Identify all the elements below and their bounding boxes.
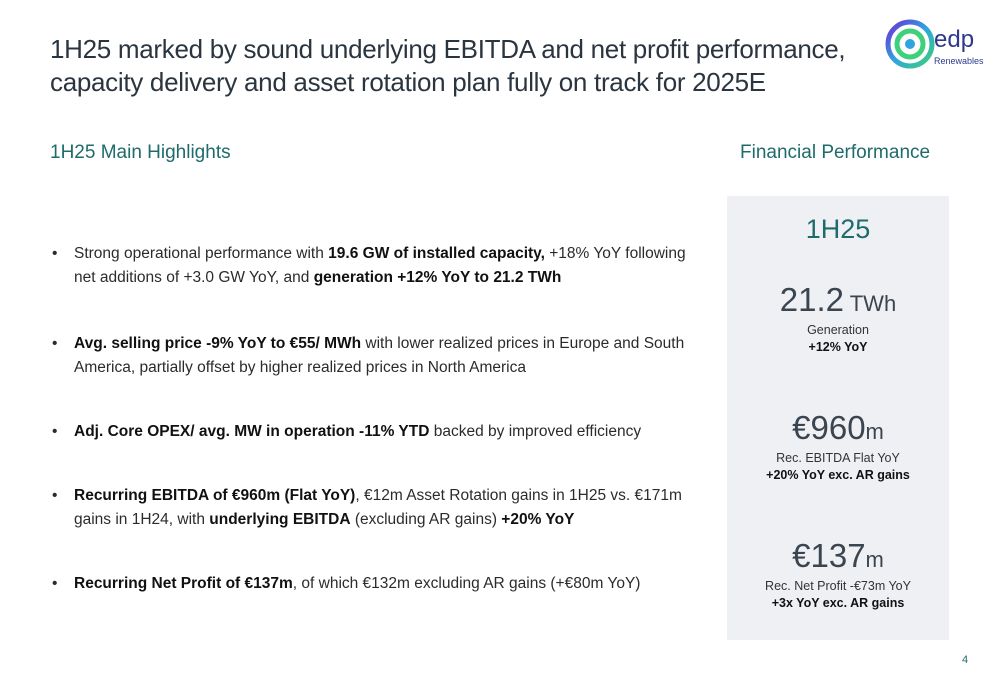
highlight-item: • Avg. selling price -9% YoY to €55/ MWh …: [52, 335, 685, 376]
metric-value: €960m: [792, 409, 884, 446]
slide-title: 1H25 marked by sound underlying EBITDA a…: [50, 34, 846, 97]
highlight-text: (excluding AR gains): [350, 511, 502, 528]
logo-subtext: Renewables: [934, 56, 984, 66]
metric-value: €137m: [792, 537, 884, 574]
financial-performance-panel: 1H25 21.2 TWh Generation +12% YoY €960m …: [727, 196, 949, 640]
period-label: 1H25: [805, 214, 871, 244]
highlight-emphasis: generation +12% YoY to 21.2 TWh: [313, 269, 562, 286]
metric-change: +12% YoY: [808, 340, 868, 354]
highlight-text: Strong operational performance with: [74, 245, 329, 262]
highlight-text: +18% YoY following net additions of +3.0…: [74, 245, 686, 286]
highlight-text: , of which €132m excluding AR gains (+€8…: [292, 575, 641, 592]
highlight-text: with lower realized prices in Europe and…: [74, 335, 685, 376]
highlight-emphasis: Adj. Core OPEX/ avg. MW in operation -11…: [74, 423, 430, 440]
metric-change: +3x YoY exc. AR gains: [771, 596, 905, 610]
metric-generation: 21.2 TWh Generation +12% YoY: [727, 282, 949, 356]
logo-text: edp: [934, 26, 975, 53]
edp-logo: edp Renewables: [884, 18, 984, 74]
metric-value: 21.2 TWh: [779, 281, 897, 318]
highlight-item: • Adj. Core OPEX/ avg. MW in operation -1…: [52, 423, 642, 440]
metric-change: +20% YoY exc. AR gains: [766, 468, 910, 482]
highlight-text: , €12m Asset Rotation gains in 1H25 vs. …: [74, 487, 682, 528]
highlight-emphasis: Avg. selling price -9% YoY to €55/ MWh: [74, 335, 362, 352]
highlight-text: backed by improved efficiency: [429, 423, 642, 440]
metric-net-profit: €137m Rec. Net Profit -€73m YoY +3x YoY …: [727, 538, 949, 612]
highlight-emphasis: +20% YoY: [501, 511, 575, 528]
highlight-emphasis: Recurring EBITDA of €960m (Flat YoY): [74, 487, 356, 504]
highlight-item: • Strong operational performance with 19.…: [52, 245, 686, 286]
metric-label: Rec. Net Profit -€73m YoY: [765, 579, 911, 593]
page-number: 4: [962, 654, 969, 666]
metric-label: Rec. EBITDA Flat YoY: [776, 451, 900, 465]
highlights-heading: 1H25 Main Highlights: [50, 142, 231, 163]
edp-logo-icon: [885, 19, 935, 69]
metric-label: Generation: [807, 323, 869, 337]
highlight-emphasis: underlying EBITDA: [209, 511, 351, 528]
highlight-emphasis: 19.6 GW of installed capacity,: [328, 245, 545, 262]
highlight-item: • Recurring Net Profit of €137m, of which…: [52, 575, 641, 592]
financial-performance-heading: Financial Performance: [740, 142, 931, 163]
highlight-emphasis: Recurring Net Profit of €137m: [74, 575, 293, 592]
highlight-item: • Recurring EBITDA of €960m (Flat YoY), €…: [52, 487, 682, 528]
metric-ebitda: €960m Rec. EBITDA Flat YoY +20% YoY exc.…: [727, 410, 949, 484]
